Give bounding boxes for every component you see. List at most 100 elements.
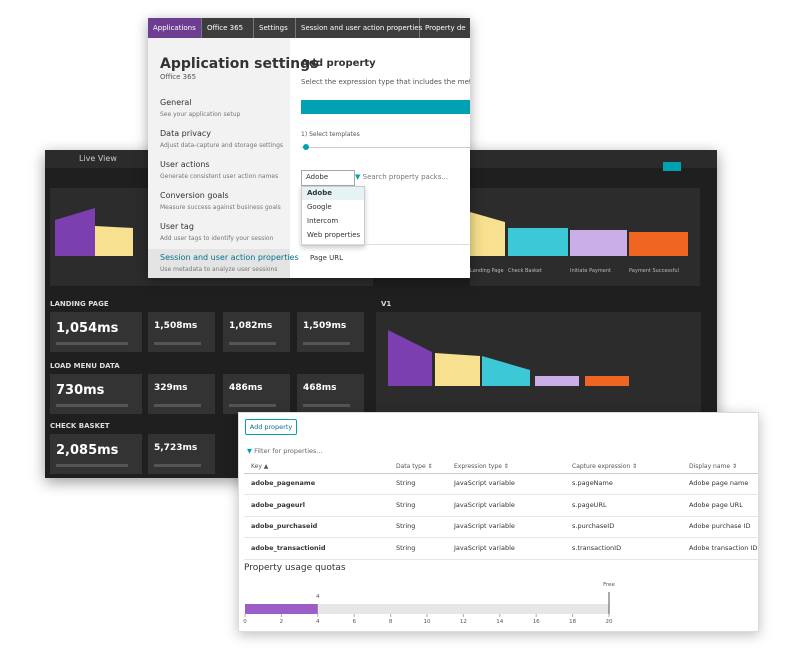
slider-knob[interactable]	[303, 144, 309, 150]
table-cell: s.pageName	[572, 479, 613, 487]
funnel-step	[470, 212, 505, 256]
column-header[interactable]: Capture expression ⇕	[572, 463, 638, 470]
metric-tile: 468ms	[297, 374, 364, 414]
breadcrumb-item[interactable]: Session and user action properties	[296, 18, 422, 38]
nav-desc: Measure success against business goals	[160, 204, 281, 211]
funnel-step-label: Check Basket	[508, 268, 542, 274]
dropdown-menu: Adobe Google Intercom Web properties	[301, 186, 365, 246]
x-tick-label: 16	[533, 619, 540, 625]
settings-title: Application settings	[160, 56, 319, 72]
table-cell: Adobe purchase ID	[689, 522, 751, 530]
table-cell: adobe_purchaseid	[251, 522, 318, 530]
table-cell: JavaScript variable	[454, 543, 515, 552]
filter-input[interactable]: ▼ Filter for properties...	[247, 447, 323, 455]
dropdown-option[interactable]: Adobe	[307, 189, 332, 197]
column-header-text: Key	[251, 463, 262, 470]
breadcrumb-item[interactable]: Settings	[254, 18, 296, 38]
breadcrumb: Applications Office 365 Settings Session an…	[148, 18, 470, 38]
table-cell: JavaScript variable	[454, 522, 515, 530]
edit-button[interactable]	[663, 162, 681, 171]
nav-desc: See your application setup	[160, 111, 241, 118]
row-divider	[244, 515, 758, 517]
header-divider	[244, 473, 758, 474]
metric-tile: 730ms	[50, 374, 142, 414]
dropdown-option[interactable]: Google	[307, 203, 332, 211]
x-tick-label: 12	[460, 619, 467, 625]
dropdown[interactable]	[301, 170, 355, 186]
nav-item[interactable]: User actions	[160, 160, 210, 169]
nav-item[interactable]: Data privacy	[160, 129, 212, 138]
nav-item[interactable]: Session and user action properties	[160, 253, 299, 262]
breadcrumb-item[interactable]: Property de	[420, 18, 470, 38]
table-cell: JavaScript variable	[454, 500, 515, 509]
nav-item[interactable]: Conversion goals	[160, 191, 229, 200]
row-divider	[244, 537, 758, 538]
dashboard-title: Live View	[79, 154, 117, 163]
quota-chart: 0 2 4 6 8 10 12 14 16 18 20 4 Free	[243, 582, 615, 625]
search-input[interactable]: ▼ Search property packs...	[355, 173, 449, 181]
x-tick-label: 2	[280, 619, 284, 625]
funnel-step	[388, 330, 432, 386]
nav	[148, 38, 290, 278]
settings-panel: Applications Office 365 Settings Session an…	[148, 18, 470, 278]
metric-value: 1,082ms	[229, 321, 273, 331]
row-divider	[244, 558, 758, 560]
trend	[56, 464, 128, 467]
table-cell: s.transactionID	[572, 543, 622, 552]
dropdown-value: Adobe	[306, 173, 329, 181]
breadcrumb-item[interactable]: Office 365	[202, 18, 254, 38]
funnel-step	[95, 226, 133, 256]
option-highlight	[302, 187, 364, 200]
funnel-step	[482, 356, 530, 386]
column-header[interactable]: Display name ⇕	[689, 463, 737, 470]
breadcrumb-item[interactable]: Applications	[148, 18, 202, 38]
table-cell: String	[396, 479, 416, 487]
funnel-step-label: Initiate Payment	[570, 268, 611, 274]
nav-item[interactable]: User tag	[160, 222, 194, 231]
table-cell: String	[396, 522, 416, 530]
funnel-label: V1	[381, 300, 392, 308]
metric-value: 329ms	[154, 383, 188, 393]
field-label: Page URL	[310, 254, 344, 262]
column-header[interactable]: Key ▲	[251, 463, 269, 470]
nav-item[interactable]: General	[160, 98, 192, 107]
metric-value: 1,054ms	[56, 321, 119, 336]
x-tick-label: 18	[569, 619, 576, 625]
metric-value: 486ms	[229, 383, 263, 393]
trend	[303, 342, 350, 345]
trend	[154, 464, 201, 467]
table-panel: Add property ▼ Filter for properties... …	[238, 412, 759, 632]
metric-value: 468ms	[303, 383, 337, 393]
metric-tile: 329ms	[148, 374, 215, 414]
metric-tile: 1,054ms	[50, 312, 142, 352]
metric-tile: 5,723ms	[148, 434, 215, 474]
funnel-step	[585, 376, 629, 386]
type-bar[interactable]	[301, 100, 470, 114]
x-tick-label: 8	[389, 619, 393, 625]
add-property-button[interactable]: Add property	[245, 419, 297, 435]
trend	[154, 404, 201, 407]
slider-track	[301, 147, 470, 148]
column-header[interactable]: Data type ⇕	[396, 463, 433, 470]
search-placeholder: Search property packs...	[362, 173, 449, 181]
column-header[interactable]: Expression type ⇕	[454, 463, 509, 470]
trend	[56, 342, 128, 345]
filter-placeholder: Filter for properties...	[254, 447, 323, 455]
bar	[245, 604, 318, 614]
funnel-step	[570, 230, 627, 256]
dropdown-option[interactable]: Web properties	[307, 231, 361, 239]
table-cell: Adobe page name	[689, 479, 749, 487]
funnel-step	[435, 353, 480, 386]
table-cell: adobe_pageurl	[251, 500, 305, 509]
funnel-step	[55, 208, 95, 256]
table-cell: s.purchaseID	[572, 522, 615, 530]
metric-value: 2,085ms	[56, 443, 119, 458]
chart-title: Property usage quotas	[244, 563, 346, 573]
table-cell: adobe_transactionid	[251, 543, 326, 552]
dropdown-option[interactable]: Intercom	[307, 217, 339, 225]
nav-desc: Adjust data-capture and storage settings	[160, 142, 284, 149]
nav-desc: Use metadata to analyze user sessions	[160, 266, 278, 273]
column-header-text: Display name	[689, 463, 731, 470]
funnel-step	[508, 228, 568, 256]
